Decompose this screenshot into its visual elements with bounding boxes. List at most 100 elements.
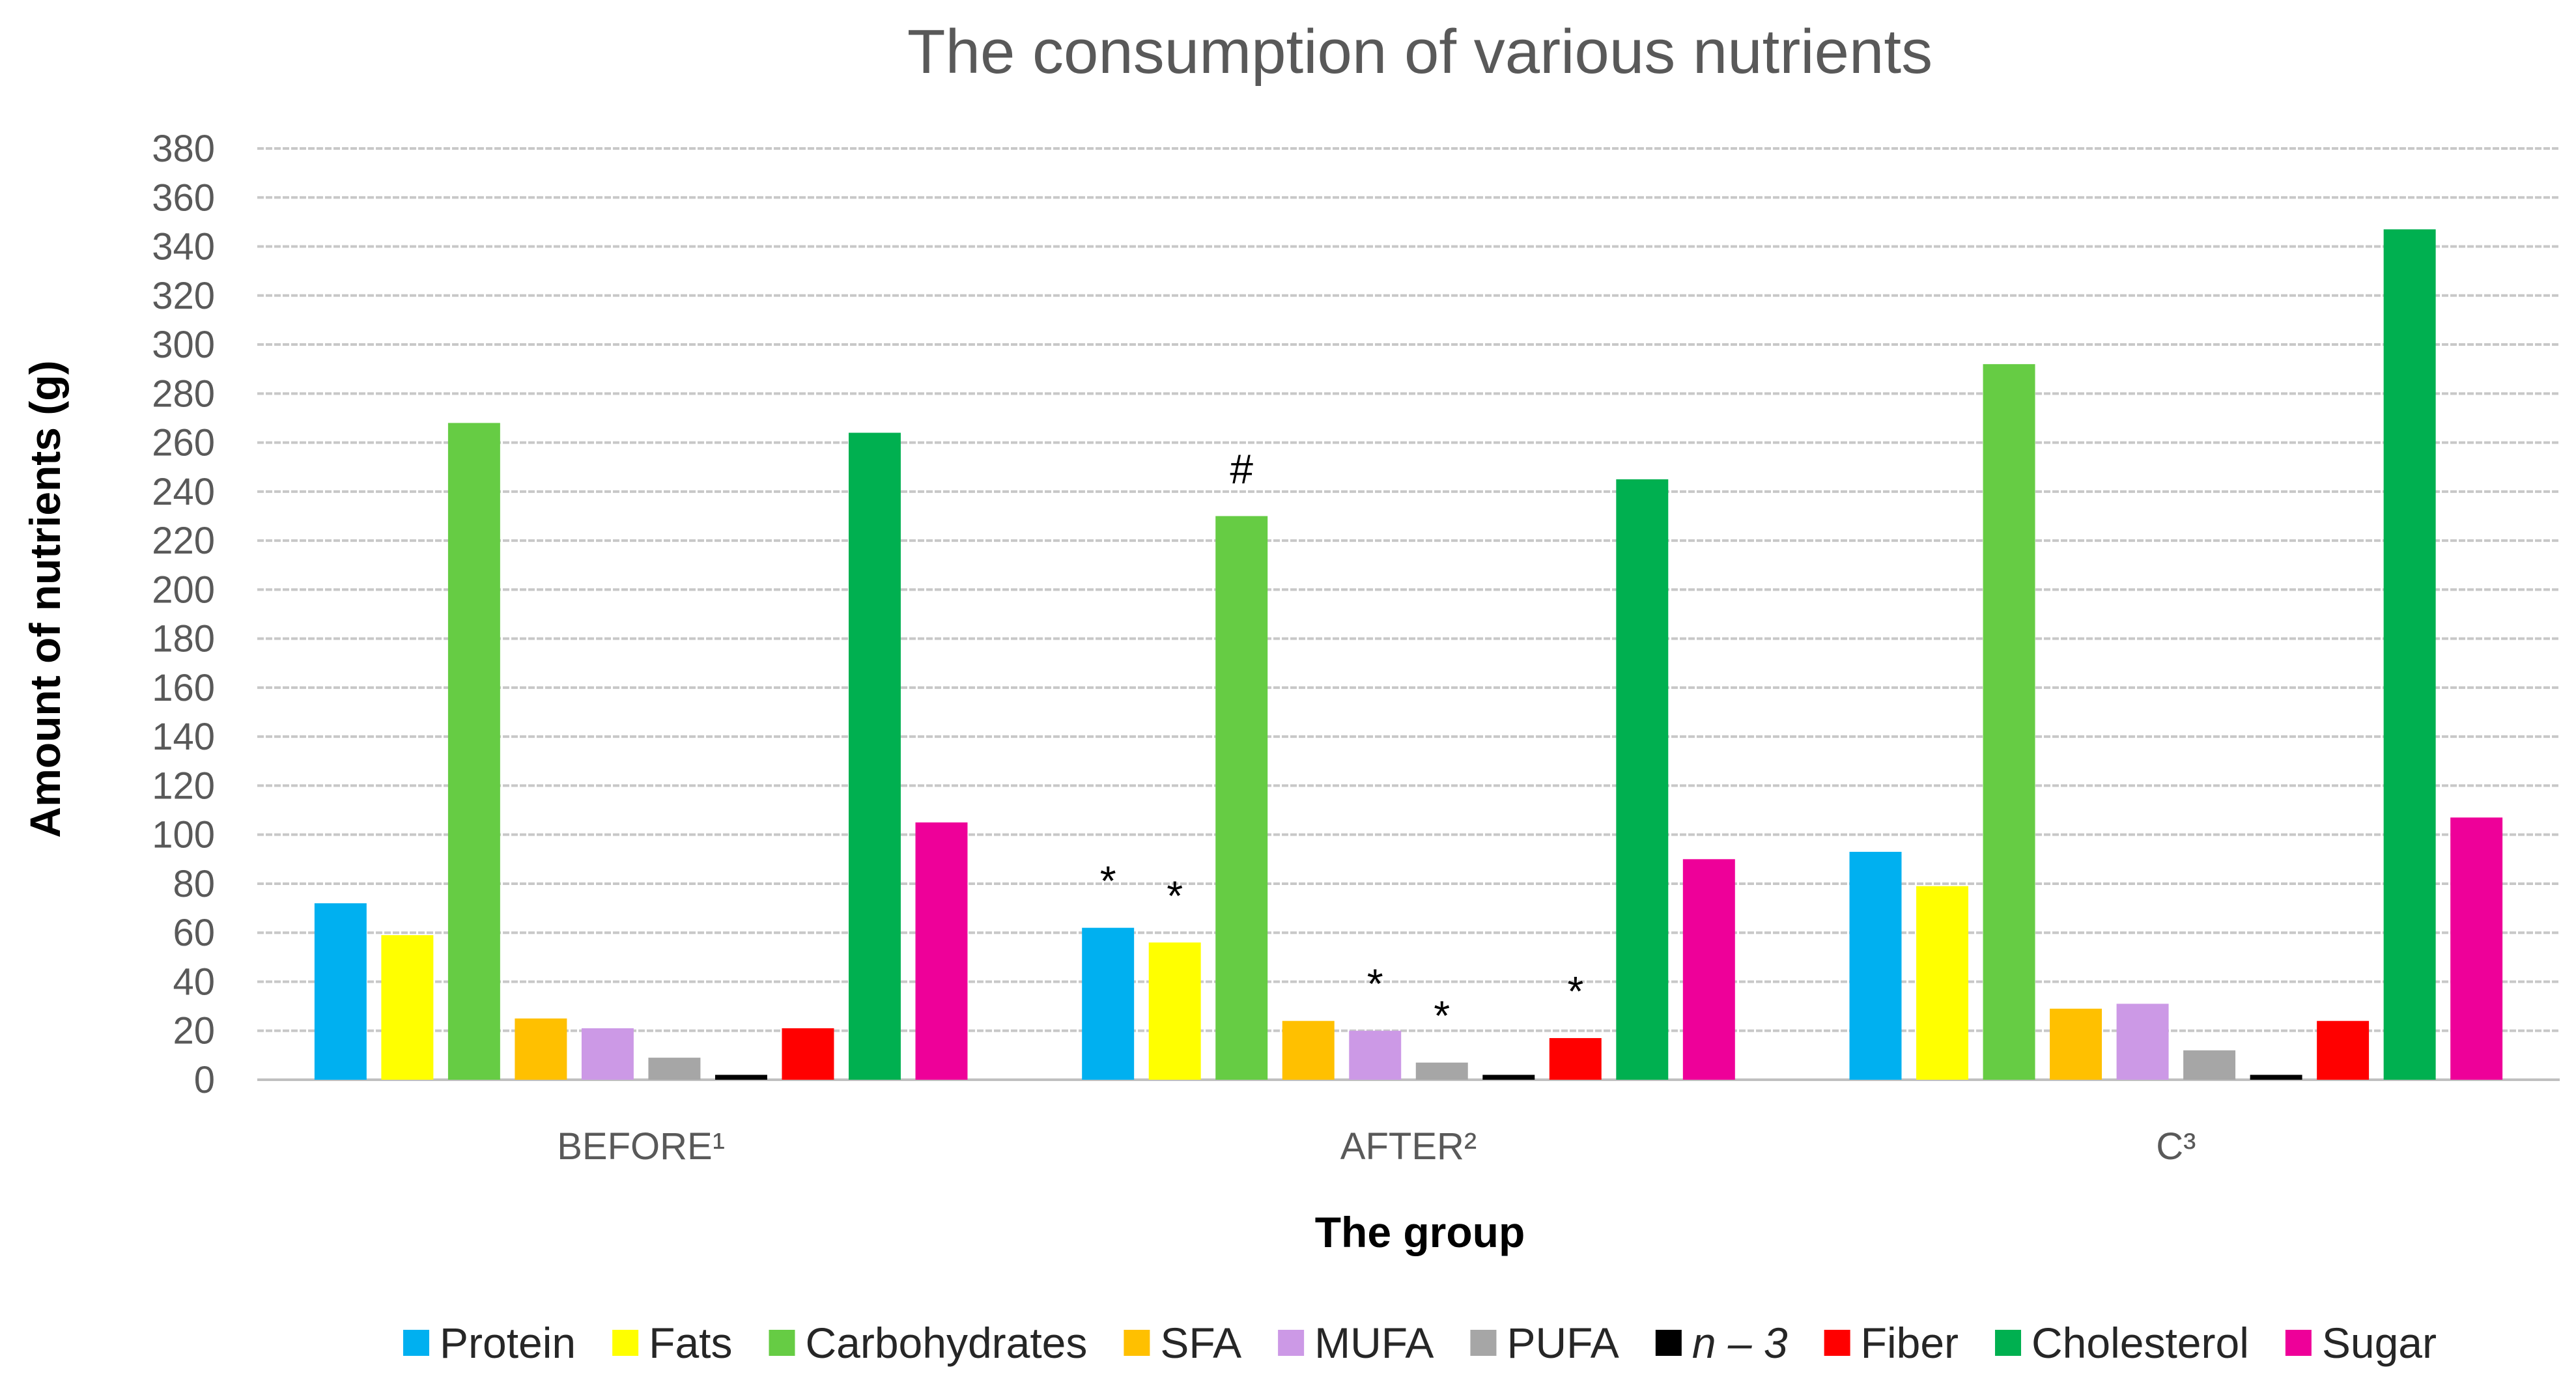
bar-carbohydrates-0 [447, 423, 500, 1080]
bar-fiber-2 [2317, 1020, 2370, 1080]
bar-fats-0 [381, 935, 434, 1080]
legend-item: MUFA [1278, 1319, 1434, 1367]
bar-fats-1 [1148, 942, 1201, 1080]
bar-pufa-2 [2183, 1050, 2236, 1080]
bar-sfa-1 [1282, 1020, 1335, 1080]
bars [314, 229, 2503, 1080]
legend-label: Sugar [2322, 1319, 2437, 1367]
bar-mufa-0 [581, 1028, 634, 1080]
y-tick-label: 40 [173, 961, 215, 1003]
chart-title: The consumption of various nutrients [907, 17, 1932, 87]
bar-n-3-1 [1482, 1075, 1535, 1080]
y-tick-label: 220 [152, 520, 215, 562]
x-axis-categories: BEFORE¹ AFTER² C³ [557, 1125, 2196, 1168]
legend-label: PUFA [1507, 1319, 1619, 1367]
legend-swatch [769, 1330, 795, 1356]
legend-swatch [1655, 1330, 1682, 1356]
y-tick-label: 360 [152, 176, 215, 219]
legend-swatch [1995, 1330, 2022, 1356]
bar-pufa-1 [1415, 1062, 1468, 1080]
bar-carbohydrates-2 [1983, 364, 2035, 1080]
legend-item: Fats [612, 1319, 732, 1367]
y-tick-label: 140 [152, 716, 215, 758]
legend-label: Protein [440, 1319, 576, 1367]
significance-marker: * [1434, 992, 1450, 1039]
y-tick-label: 120 [152, 765, 215, 807]
y-axis-label: Amount of nutrients (g) [21, 360, 69, 837]
bar-fiber-1 [1549, 1038, 1602, 1080]
legend-swatch [1470, 1330, 1497, 1356]
bar-protein-0 [314, 903, 367, 1080]
significance-annotations: * * # * * * [1100, 445, 1584, 1039]
bar-mufa-2 [2116, 1004, 2169, 1080]
y-tick-label: 20 [173, 1010, 215, 1052]
y-tick-label: 60 [173, 912, 215, 954]
legend-swatch [612, 1330, 639, 1356]
bar-cholesterol-1 [1616, 479, 1669, 1080]
legend-item: Sugar [2285, 1319, 2437, 1367]
bar-protein-2 [1849, 852, 1902, 1080]
significance-marker: # [1230, 445, 1253, 492]
legend-item: SFA [1124, 1319, 1241, 1367]
legend: Protein Fats Carbohydrates SFA MUFA PUFA n – 3… [403, 1319, 2437, 1367]
legend-label: Carbohydrates [805, 1319, 1087, 1367]
x-category-label: AFTER² [1340, 1125, 1477, 1168]
bar-mufa-1 [1349, 1030, 1402, 1080]
y-tick-label: 280 [152, 373, 215, 415]
bar-sfa-0 [515, 1018, 567, 1080]
legend-item: PUFA [1470, 1319, 1619, 1367]
y-tick-label: 200 [152, 569, 215, 611]
legend-label: Fiber [1861, 1319, 1959, 1367]
y-tick-label: 300 [152, 324, 215, 366]
y-tick-label: 80 [173, 863, 215, 905]
y-tick-label: 380 [152, 128, 215, 170]
significance-marker: * [1167, 872, 1183, 919]
bar-n-3-2 [2250, 1075, 2302, 1080]
bar-fats-2 [1916, 886, 1969, 1080]
y-tick-label: 180 [152, 618, 215, 660]
y-tick-label: 160 [152, 667, 215, 709]
significance-marker: * [1367, 961, 1383, 1007]
legend-label: n – 3 [1692, 1319, 1788, 1367]
x-axis-label: The group [1315, 1208, 1525, 1256]
legend-swatch [2285, 1330, 2312, 1356]
bar-sugar-0 [915, 822, 968, 1080]
bar-n-3-0 [715, 1075, 767, 1080]
significance-marker: * [1567, 968, 1583, 1015]
legend-item: Protein [403, 1319, 576, 1367]
legend-label: Cholesterol [2031, 1319, 2249, 1367]
bar-sfa-2 [2050, 1008, 2102, 1080]
legend-swatch [1278, 1330, 1305, 1356]
legend-label: MUFA [1314, 1319, 1434, 1367]
bar-sugar-1 [1682, 859, 1735, 1080]
gridlines [257, 147, 2560, 1081]
y-tick-label: 100 [152, 814, 215, 856]
y-tick-label: 320 [152, 275, 215, 317]
legend-label: Fats [649, 1319, 732, 1367]
bar-carbohydrates-1 [1215, 516, 1268, 1080]
legend-item: Carbohydrates [769, 1319, 1087, 1367]
legend-item: n – 3 [1655, 1319, 1788, 1367]
bar-sugar-2 [2450, 817, 2503, 1080]
x-category-label: BEFORE¹ [557, 1125, 725, 1168]
y-tick-label: 240 [152, 471, 215, 513]
bar-cholesterol-0 [848, 432, 901, 1080]
x-category-label: C³ [2156, 1125, 2196, 1168]
bar-protein-1 [1082, 927, 1135, 1080]
legend-label: SFA [1160, 1319, 1241, 1367]
legend-swatch [1124, 1330, 1150, 1356]
y-tick-label: 340 [152, 226, 215, 268]
bar-pufa-0 [648, 1058, 701, 1080]
legend-swatch [403, 1330, 430, 1356]
legend-swatch [1824, 1330, 1850, 1356]
significance-marker: * [1100, 858, 1116, 905]
y-tick-label: 0 [194, 1059, 215, 1101]
y-tick-label: 260 [152, 422, 215, 464]
bar-cholesterol-2 [2383, 229, 2436, 1080]
bar-fiber-0 [782, 1028, 834, 1080]
legend-item: Cholesterol [1995, 1319, 2249, 1367]
y-axis-ticks: 0 20 40 60 80 100 120 140 160 180 200 220 240 260 280 3… [152, 128, 215, 1101]
legend-item: Fiber [1824, 1319, 1959, 1367]
